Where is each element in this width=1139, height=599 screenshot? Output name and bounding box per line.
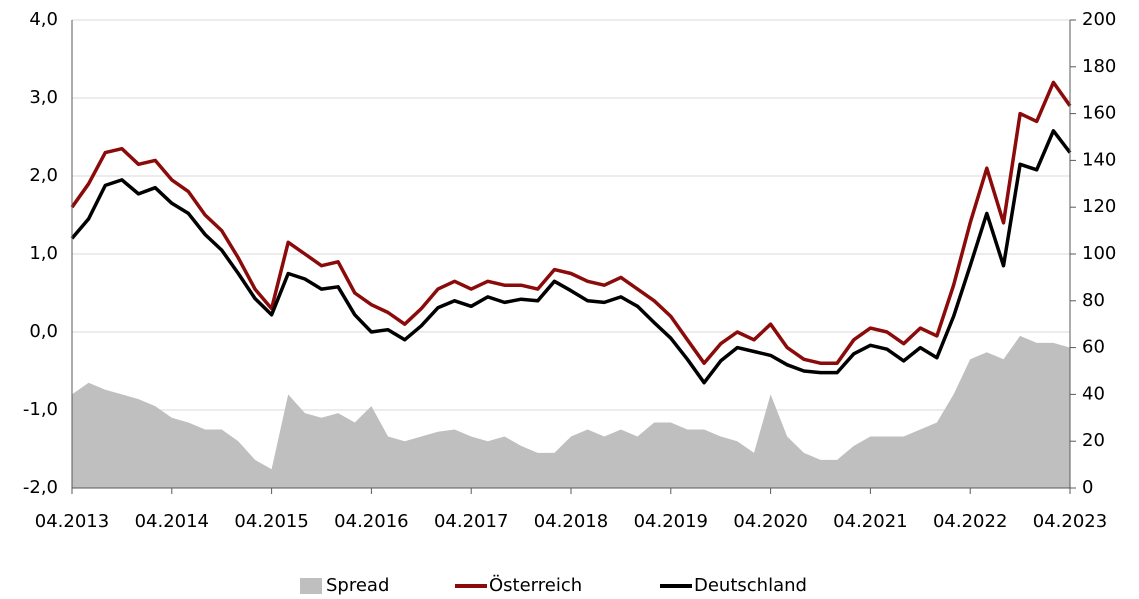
x-tick-label: 04.2019 xyxy=(634,511,708,532)
y-tick-label: -2,0 xyxy=(23,477,58,498)
y2-tick-label: 80 xyxy=(1082,290,1105,311)
y2-tick-label: 40 xyxy=(1082,383,1105,404)
y2-tick-label: 100 xyxy=(1082,243,1116,264)
legend-swatch xyxy=(300,578,322,594)
y2-tick-label: 160 xyxy=(1082,103,1116,124)
y-tick-label: 2,0 xyxy=(29,165,58,186)
x-tick-label: 04.2021 xyxy=(833,511,907,532)
x-tick-label: 04.2014 xyxy=(135,511,209,532)
x-tick-label: 04.2018 xyxy=(534,511,608,532)
legend-label: Deutschland xyxy=(694,575,807,596)
y2-tick-label: 200 xyxy=(1082,9,1116,30)
y2-tick-label: 60 xyxy=(1082,337,1105,358)
spread-area xyxy=(72,335,1070,488)
x-tick-label: 04.2023 xyxy=(1033,511,1107,532)
y2-tick-label: 140 xyxy=(1082,149,1116,170)
series-line xyxy=(70,80,1072,365)
x-tick-label: 04.2015 xyxy=(234,511,308,532)
y-tick-label: 3,0 xyxy=(29,87,58,108)
series-line xyxy=(70,129,1072,385)
y2-tick-label: 180 xyxy=(1082,56,1116,77)
legend-label: Spread xyxy=(326,575,389,596)
x-tick-label: 04.2017 xyxy=(434,511,508,532)
y-tick-label: 0,0 xyxy=(29,321,58,342)
x-tick-label: 04.2020 xyxy=(733,511,807,532)
y2-tick-label: 120 xyxy=(1082,196,1116,217)
x-tick-label: 04.2022 xyxy=(933,511,1007,532)
y-tick-label: -1,0 xyxy=(23,399,58,420)
y-tick-label: 1,0 xyxy=(29,243,58,264)
x-tick-label: 04.2013 xyxy=(35,511,109,532)
legend-label: Österreich xyxy=(489,574,582,596)
y2-tick-label: 20 xyxy=(1082,430,1105,451)
x-tick-label: 04.2016 xyxy=(334,511,408,532)
y2-tick-label: 0 xyxy=(1082,477,1093,498)
y-tick-label: 4,0 xyxy=(29,9,58,30)
